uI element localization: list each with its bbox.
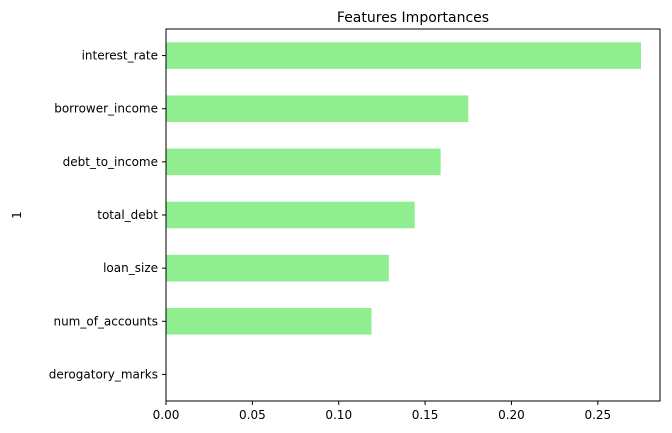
y-tick-label: total_debt	[97, 208, 158, 222]
y-ticks-group: interest_rate borrower_income debt_to_inco…	[49, 49, 166, 381]
plot-frame	[165, 28, 661, 402]
y-tick-label: loan_size	[103, 261, 158, 275]
x-tick-label: 0.05	[239, 408, 266, 422]
bar-debt_to_income	[166, 148, 441, 176]
x-tick-label: 0.00	[153, 408, 180, 422]
y-tick-label: debt_to_income	[63, 155, 158, 169]
y-tick-label: num_of_accounts	[53, 314, 158, 328]
x-tick-label: 0.25	[584, 408, 611, 422]
y-tick-label: borrower_income	[54, 102, 158, 116]
bar-num_of_accounts	[166, 308, 372, 335]
bar-borrower_income	[166, 95, 469, 122]
chart-title: Features Importances	[337, 10, 489, 26]
bars-group	[166, 42, 641, 335]
y-tick-label: interest_rate	[82, 49, 158, 63]
x-tick-label: 0.20	[498, 408, 525, 422]
x-tick-label: 0.15	[412, 408, 439, 422]
x-tick-label: 0.10	[325, 408, 352, 422]
y-axis-label: 1	[10, 211, 24, 219]
x-ticks-group: 0.00 0.05 0.10 0.15 0.20 0.25	[153, 401, 611, 422]
bar-interest_rate	[166, 42, 641, 69]
bar-loan_size	[166, 254, 389, 282]
y-tick-label: derogatory_marks	[49, 367, 158, 381]
bar-total_debt	[166, 201, 415, 229]
